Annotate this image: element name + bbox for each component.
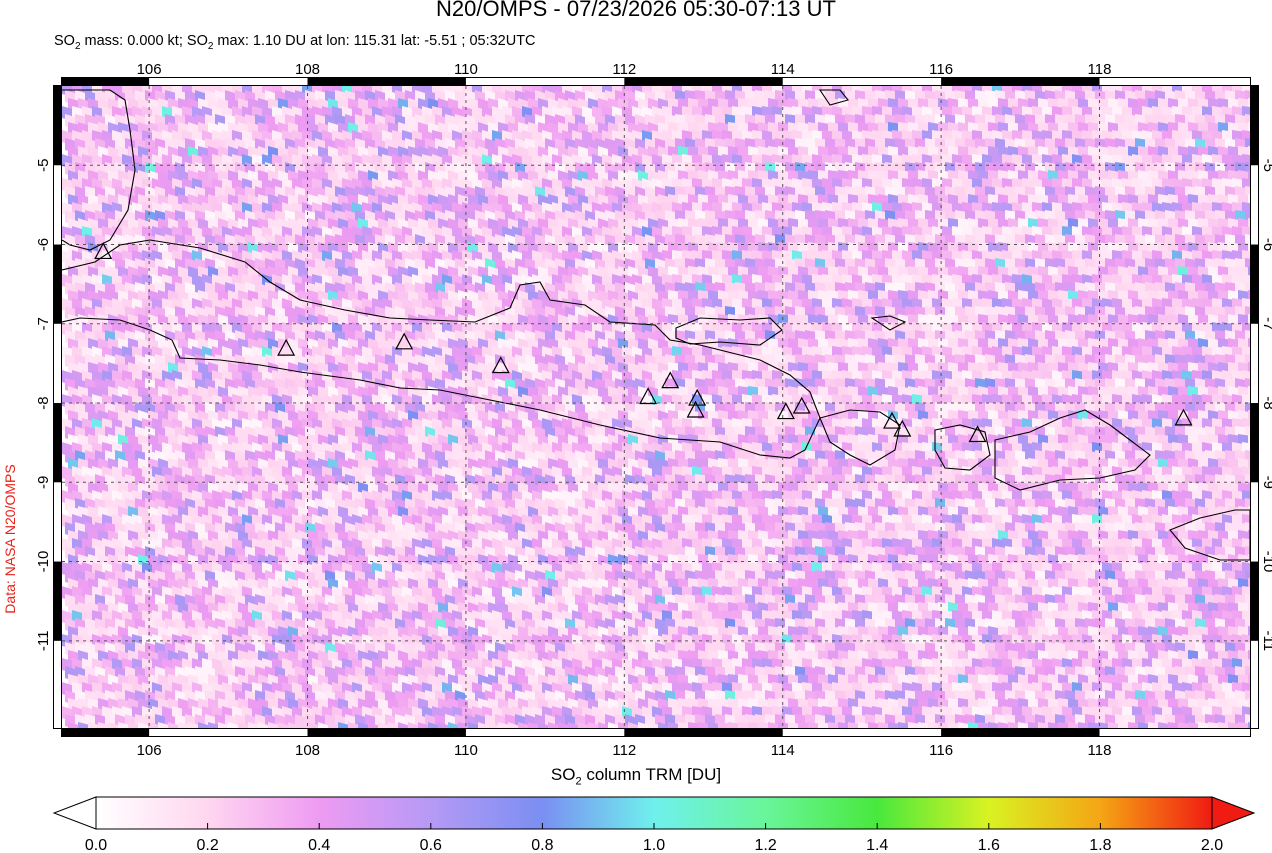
- colorbar-label-sub: 2: [575, 775, 582, 788]
- so2-pixel: [1258, 362, 1270, 376]
- so2-pixel: [1252, 178, 1264, 192]
- stats-prefix: SO: [54, 33, 75, 49]
- so2-pixel: [1255, 210, 1267, 224]
- stats-subscript-2: 2: [207, 40, 214, 52]
- chart-title: N20/OMPS - 07/23/2026 05:30-07:13 UT: [436, 0, 836, 21]
- so2-pixel: [1255, 354, 1266, 368]
- stats-suffix: max: 1.10 DU at lon: 115.31 lat: -5.51 ;…: [213, 33, 536, 49]
- so2-pixel: [1255, 378, 1268, 392]
- stats-line: SO2 mass: 0.000 kt; SO2 max: 1.10 DU at …: [54, 33, 536, 52]
- so2-pixel: [1258, 170, 1271, 184]
- so2-pixel: [1255, 186, 1266, 200]
- so2-pixel: [1258, 338, 1272, 352]
- stats-subscript: 2: [74, 40, 81, 52]
- so2-pixel: [1258, 122, 1272, 136]
- colorbar-label-suffix: column TRM [DU]: [581, 765, 722, 784]
- stats-mid: mass: 0.000 kt; SO: [80, 33, 208, 49]
- so2-pixel: [1258, 194, 1272, 208]
- so2-pixel: [1258, 290, 1272, 304]
- so2-pixel: [1252, 202, 1266, 216]
- colorbar-label-prefix: SO: [550, 765, 576, 784]
- so2-pixel: [1255, 330, 1265, 344]
- so2-pixel: [1258, 266, 1272, 280]
- so2-pixel-layer: [62, 86, 1272, 728]
- so2-pixel: [1258, 98, 1269, 112]
- colorbar-label: SO2 column TRM [DU]: [0, 765, 1272, 787]
- so2-pixel: [1252, 346, 1267, 360]
- so2-pixel: [1258, 218, 1272, 232]
